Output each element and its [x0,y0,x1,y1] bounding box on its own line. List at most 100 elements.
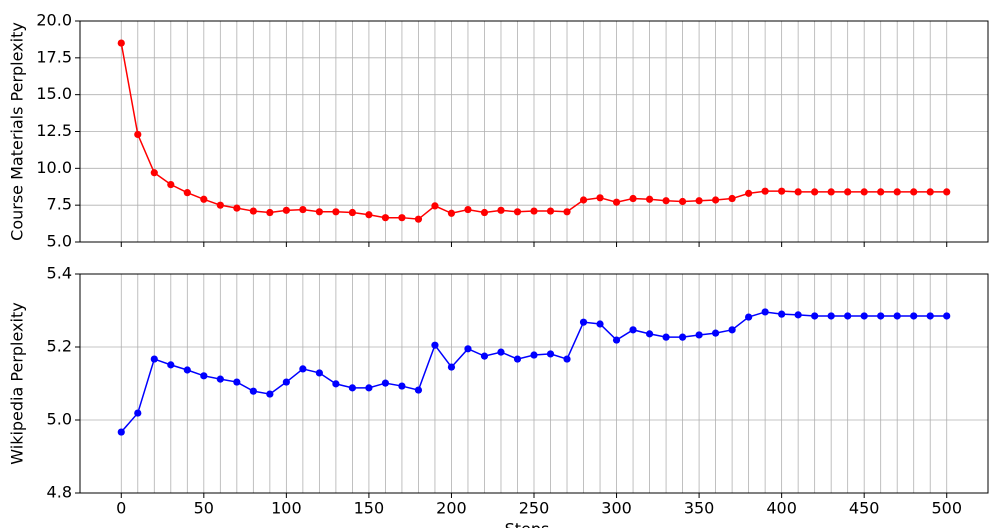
data-point [678,197,687,206]
data-point [134,409,142,417]
plot-frame [79,273,989,494]
data-point [629,194,637,203]
data-point [860,188,868,196]
y-axis-label: Course Materials Perplexity [8,22,27,241]
x-axis-label: Steps [505,520,550,528]
data-point [827,188,835,196]
data-point [332,208,340,216]
data-point [497,206,505,214]
data-point [464,345,472,353]
x-tick-label: 450 [849,499,880,518]
data-point [811,188,819,196]
data-point [447,209,456,217]
data-point [167,361,175,369]
data-point [860,312,868,320]
data-point [761,308,769,316]
data-point [249,387,257,395]
data-point [563,355,571,363]
data-point [645,330,654,338]
data-point [167,180,175,189]
data-point [712,196,720,204]
data-point [315,208,323,216]
data-point [662,197,670,205]
data-point [365,384,373,392]
data-point [150,169,158,177]
data-point [249,207,257,215]
data-point [811,312,819,320]
x-tick-label: 350 [684,499,715,518]
data-point [299,365,307,373]
y-tick-label: 5.2 [47,337,72,356]
data-point [926,312,934,320]
y-tick-label: 7.5 [47,195,72,214]
data-point [563,208,571,216]
x-tick-label: 200 [436,499,467,518]
y-tick-label: 5.4 [47,264,72,283]
data-point [183,366,191,374]
data-point [530,207,538,215]
data-point [778,187,786,195]
y-tick-label: 12.5 [36,121,72,140]
data-point [447,363,456,371]
data-point [431,341,439,349]
data-point [134,130,142,139]
data-point [117,428,125,436]
data-point [497,348,505,356]
data-point [200,372,208,380]
data-point [381,214,390,222]
data-point [596,320,604,328]
plot-frame [79,20,989,243]
data-point [546,350,555,358]
data-point [778,310,786,318]
y-tick-label: 10.0 [36,158,72,177]
data-point [513,355,522,363]
y-tick-label: 4.8 [47,483,72,502]
data-point [282,378,290,386]
y-tick-label: 17.5 [36,47,72,66]
data-point [877,188,885,196]
data-point [678,333,687,341]
data-point [480,352,489,360]
data-point [150,355,158,363]
data-point [893,312,901,320]
data-point [645,195,654,203]
data-point [200,195,208,203]
data-point [844,312,852,320]
data-point [183,189,191,197]
x-tick-label: 500 [931,499,962,518]
data-point [877,312,885,320]
data-point [794,188,802,196]
data-point [398,214,406,222]
data-point [348,384,356,392]
data-point [761,187,769,195]
data-point [612,336,621,344]
data-point [216,375,224,383]
data-point [910,312,918,320]
data-point [266,390,274,398]
data-point [381,379,390,387]
x-tick-label: 50 [194,499,214,518]
data-point [629,326,637,334]
data-point [728,326,736,334]
data-point [530,351,538,359]
data-point [546,207,555,215]
data-point [513,208,522,216]
data-point [332,380,340,388]
data-point [117,39,125,47]
data-point [348,208,356,217]
data-point [794,311,802,319]
data-point [480,208,489,217]
data-point [695,197,703,205]
data-point [662,333,670,341]
data-point [926,188,934,196]
x-tick-label: 250 [519,499,550,518]
data-point [728,194,736,203]
data-point [315,369,323,377]
data-point [893,188,901,196]
data-point [216,201,224,209]
y-tick-label: 20.0 [36,11,72,30]
x-tick-label: 400 [766,499,797,518]
data-point [745,189,753,197]
